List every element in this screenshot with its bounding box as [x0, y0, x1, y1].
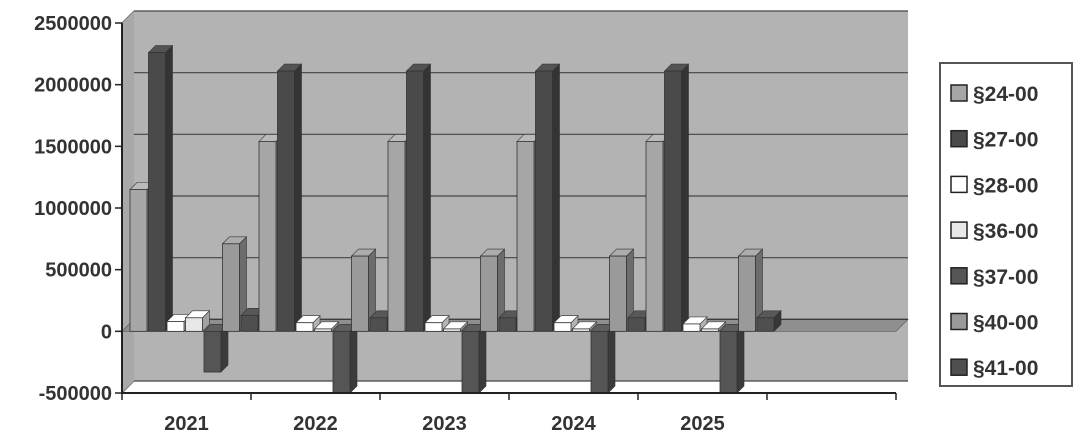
axes: [115, 22, 897, 400]
legend-label: §40-00: [973, 312, 1038, 335]
legend-label: §36-00: [973, 220, 1038, 243]
bar: [203, 323, 229, 373]
bar: [461, 323, 487, 394]
x-tick-label: 2022: [293, 413, 338, 435]
y-tick-label: 1000000: [34, 198, 112, 220]
bar: [608, 248, 635, 333]
bar: [295, 314, 321, 333]
bar: [276, 63, 303, 333]
legend-item: §41-00: [950, 357, 1038, 380]
bar: [682, 316, 708, 333]
bar: [184, 310, 211, 333]
bar: [663, 63, 690, 333]
legend-swatch: [950, 221, 968, 239]
legend-item: §27-00: [950, 129, 1038, 152]
bar: [313, 321, 340, 333]
bar: [424, 314, 450, 333]
plot-area: [121, 10, 909, 394]
y-tick-label: -500000: [39, 383, 112, 405]
bar: [442, 321, 469, 333]
y-tick-labels: 2500000 2000000 1500000 1000000 500000 0 -5000…: [34, 13, 112, 405]
legend-item: §40-00: [950, 312, 1038, 335]
legend-label: §27-00: [973, 129, 1038, 152]
legend-swatch: [950, 358, 968, 376]
bar: [553, 314, 579, 333]
x-tick-labels: 2021 2022 2023 2024 2025: [164, 413, 725, 435]
bar: [571, 321, 598, 333]
y-tick-label: 1500000: [34, 136, 112, 158]
legend: §24-00 §27-00 §28-00 §36-00 §37-00 §40-00 §41-…: [939, 62, 1073, 387]
legend-label: §24-00: [973, 83, 1038, 106]
bar: [479, 248, 506, 333]
bar: [737, 248, 764, 333]
x-tick-label: 2025: [680, 413, 725, 435]
legend-label: §28-00: [973, 174, 1038, 197]
legend-item: §37-00: [950, 266, 1038, 289]
legend-swatch: [950, 312, 968, 331]
legend-swatch: [950, 267, 968, 285]
bar: [534, 63, 561, 333]
legend-swatch: [950, 129, 968, 148]
bar: [756, 310, 782, 333]
bar: [405, 63, 432, 333]
legend-label: §37-00: [973, 266, 1038, 289]
legend-swatch: [950, 84, 968, 102]
legend-item: §24-00: [950, 83, 1038, 106]
legend-item: §36-00: [950, 220, 1038, 243]
bars: [129, 44, 782, 394]
legend-item: §28-00: [950, 174, 1038, 197]
bar: [719, 323, 745, 394]
legend-label: §41-00: [973, 357, 1038, 380]
bar: [147, 44, 174, 333]
y-tick-label: 500000: [45, 260, 112, 282]
bar: [350, 248, 377, 333]
bar: [590, 323, 616, 394]
bar: [700, 321, 727, 333]
x-tick-label: 2024: [551, 413, 596, 435]
bar: [332, 323, 358, 394]
x-tick-label: 2023: [422, 413, 467, 435]
y-tick-label: 2000000: [34, 75, 112, 97]
y-tick-label: 0: [101, 321, 112, 343]
y-tick-label: 2500000: [34, 13, 112, 35]
x-tick-label: 2021: [164, 413, 209, 435]
legend-swatch: [950, 175, 968, 194]
bar: [221, 236, 248, 333]
